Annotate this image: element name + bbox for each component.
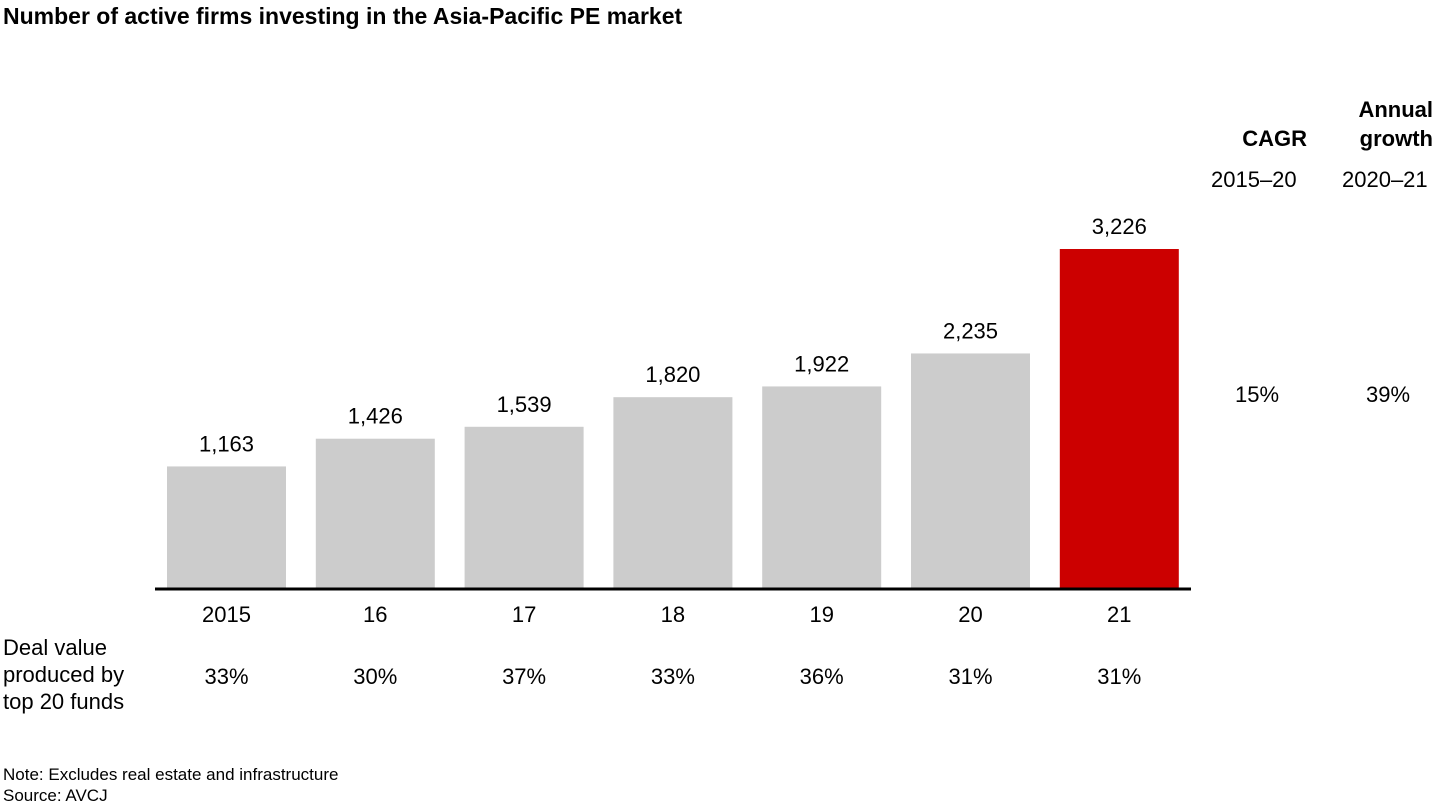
cagr-period: 2015–20 [1211,167,1297,192]
bar-20 [911,353,1030,589]
deal-value: 33% [204,664,248,689]
data-label: 1,163 [199,431,254,456]
x-tick-label: 21 [1107,602,1131,627]
source-text: Source: AVCJ [3,786,108,805]
x-tick-label: 17 [512,602,536,627]
deal-value: 31% [1097,664,1141,689]
deal-value: 33% [651,664,695,689]
data-label: 1,539 [497,392,552,417]
cagr-value: 15% [1235,382,1280,407]
bar-17 [464,426,584,589]
chart-title: Number of active firms investing in the … [3,3,683,29]
data-label: 1,820 [645,362,700,387]
annual-growth-period: 2020–21 [1342,167,1428,192]
note-text: Note: Excludes real estate and infrastru… [3,765,339,784]
x-tick-label: 2015 [202,602,251,627]
x-tick-label: 20 [958,602,982,627]
data-label: 3,226 [1092,214,1147,239]
bar-2015 [167,466,286,589]
cagr-header: CAGR [1242,126,1307,151]
bar-19 [762,386,882,589]
deal-value: 37% [502,664,546,689]
bar-16 [315,438,435,589]
x-tick-label: 18 [661,602,685,627]
bar-21 [1059,249,1179,589]
deal-value-label-line: Deal value [3,635,107,660]
data-label: 2,235 [943,318,998,343]
deal-value: 36% [800,664,844,689]
deal-value-label-line: top 20 funds [3,689,125,714]
data-label: 1,922 [794,351,849,376]
deal-value: 30% [353,664,397,689]
annual-growth-value: 39% [1366,382,1411,407]
footnote: Note: Excludes real estate and infrastru… [3,764,338,806]
x-tick-label: 16 [363,602,387,627]
annual-growth-header-line1: Annual [1358,97,1433,122]
deal-value-label: Deal value produced by top 20 funds [3,634,124,715]
data-label: 1,426 [348,404,403,429]
x-tick-label: 19 [809,602,833,627]
deal-value-label-line: produced by [3,662,125,687]
bar-18 [613,397,733,589]
deal-value: 31% [948,664,992,689]
annual-growth-header-line2: growth [1359,126,1433,151]
